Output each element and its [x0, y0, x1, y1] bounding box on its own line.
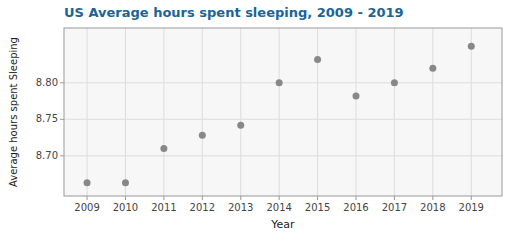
x-tick-label: 2012: [190, 202, 215, 213]
point: [314, 56, 321, 63]
x-tick-label: 2010: [113, 202, 138, 213]
y-tick-label: 8.80: [36, 77, 58, 88]
title: US Average hours spent sleeping, 2009 - …: [64, 5, 404, 20]
y-tick: [60, 82, 64, 83]
plot-area: [64, 28, 502, 196]
y-tick-label: 8.75: [36, 113, 58, 124]
x-tick: [432, 196, 433, 200]
x-tick-label: 2017: [382, 202, 407, 213]
y-tick-label: 8.70: [36, 150, 58, 161]
y-tick: [60, 119, 64, 120]
chart: 8.70 8.75 8.80 2009 2010 2011 2012 2013 2014 2015…: [0, 0, 512, 236]
x-tick-label: 2018: [420, 202, 445, 213]
x-grid-line: [394, 28, 395, 196]
x-tick: [202, 196, 203, 200]
x-tick-label: 2011: [151, 202, 176, 213]
x-grid-line: [317, 28, 318, 196]
x-tick-label: 2015: [305, 202, 330, 213]
x-grid-line: [279, 28, 280, 196]
y-grid-line: [64, 155, 502, 156]
x-grid-line: [240, 28, 241, 196]
point: [160, 145, 167, 152]
x-grid-line: [356, 28, 357, 196]
axes: 8.70 8.75 8.80 2009 2010 2011 2012 2013 2014 2015…: [36, 77, 484, 213]
x-tick: [317, 196, 318, 200]
point: [122, 179, 129, 186]
marks: [84, 43, 475, 187]
x-grid-line: [432, 28, 433, 196]
x-tick: [394, 196, 395, 200]
x-axis-label: Year: [270, 218, 295, 231]
y-tick: [60, 155, 64, 156]
x-tick: [356, 196, 357, 200]
x-grid-line: [471, 28, 472, 196]
y-grid-line: [64, 119, 502, 120]
x-tick-label: 2016: [343, 202, 368, 213]
point: [199, 132, 206, 139]
x-tick-label: 2009: [74, 202, 99, 213]
point: [468, 43, 475, 50]
x-tick-label: 2014: [266, 202, 291, 213]
x-grid-line: [202, 28, 203, 196]
plot-frame: [64, 28, 502, 196]
point: [237, 122, 244, 129]
x-tick: [471, 196, 472, 200]
x-tick-label: 2019: [459, 202, 484, 213]
x-grid-line: [87, 28, 88, 196]
x-grid-line: [125, 28, 126, 196]
y-grid-line: [64, 82, 502, 83]
x-tick: [125, 196, 126, 200]
point: [429, 65, 436, 72]
x-tick-label: 2013: [228, 202, 253, 213]
point: [276, 79, 283, 86]
y-axis-label: Average hours spent Sleeping: [8, 37, 19, 187]
point: [84, 179, 91, 186]
grid: [64, 28, 502, 196]
x-tick: [163, 196, 164, 200]
point: [391, 79, 398, 86]
x-grid-line: [163, 28, 164, 196]
x-tick: [87, 196, 88, 200]
point: [353, 92, 360, 99]
x-tick: [279, 196, 280, 200]
x-tick: [240, 196, 241, 200]
